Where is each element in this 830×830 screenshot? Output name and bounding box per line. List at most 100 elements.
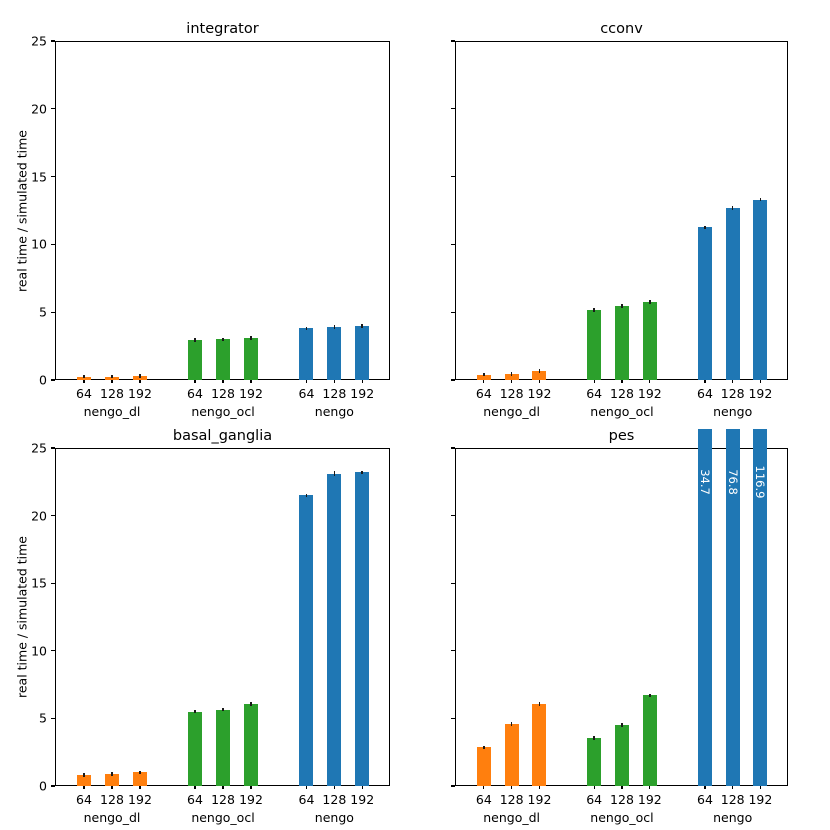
error-bar xyxy=(83,374,85,379)
x-tick-mark xyxy=(111,786,113,789)
y-tick-mark xyxy=(51,785,55,787)
x-tick-mark xyxy=(250,786,252,789)
bar-integrator-nengo-128 xyxy=(327,327,342,380)
y-tick-mark xyxy=(451,40,455,42)
x-tick-label: 192 xyxy=(128,792,152,807)
bar-cconv-nengo_ocl-192 xyxy=(642,302,657,380)
y-tick-mark xyxy=(451,515,455,517)
x-tick-label: 64 xyxy=(475,792,492,807)
error-bar xyxy=(305,326,308,331)
x-tick-mark xyxy=(704,380,706,383)
x-tick-label: 64 xyxy=(475,386,492,401)
bar-integrator-nengo_ocl-64 xyxy=(187,339,202,380)
y-tick-label: 20 xyxy=(31,508,47,524)
x-tick-label: 128 xyxy=(322,792,347,807)
bar-cconv-nengo_dl-192 xyxy=(532,371,547,380)
y-tick-mark xyxy=(51,717,55,719)
subplot-title: integrator xyxy=(186,21,259,37)
x-tick-mark xyxy=(621,786,623,789)
bar-value-label: 76.8 xyxy=(725,469,740,495)
x-tick-mark xyxy=(83,380,85,383)
y-tick-label: 5 xyxy=(39,304,47,320)
x-tick-label: 192 xyxy=(527,386,552,401)
x-tick-mark xyxy=(732,380,734,383)
x-tick-label: 64 xyxy=(187,386,203,401)
bar-cconv-nengo_dl-64 xyxy=(476,374,491,380)
error-bar xyxy=(333,325,336,329)
error-bar xyxy=(510,372,513,376)
x-tick-mark xyxy=(222,786,224,789)
error-bar xyxy=(250,336,252,340)
x-tick-label: 128 xyxy=(211,386,235,401)
x-tick-mark xyxy=(483,786,485,789)
x-tick-mark xyxy=(361,786,363,789)
y-tick-mark xyxy=(51,582,55,584)
bar-basal_ganglia-nengo_dl-192 xyxy=(132,772,147,786)
x-tick-mark xyxy=(649,786,651,789)
error-bar xyxy=(621,304,623,308)
y-tick-mark xyxy=(51,243,55,245)
error-bar xyxy=(483,372,485,377)
bar-cconv-nengo-64 xyxy=(697,227,712,380)
y-tick-label: 15 xyxy=(31,169,47,185)
error-bar xyxy=(139,770,141,775)
bar-integrator-nengo_ocl-192 xyxy=(244,337,258,380)
group-label-nengo_dl: nengo_dl xyxy=(483,810,541,825)
y-tick-mark xyxy=(51,311,55,313)
bar-cconv-nengo_dl-128 xyxy=(504,373,519,380)
error-bar xyxy=(593,308,595,312)
x-tick-mark xyxy=(538,380,541,383)
y-tick-mark xyxy=(451,447,455,449)
y-tick-mark xyxy=(51,176,55,178)
bar-basal_ganglia-nengo-192 xyxy=(355,472,370,786)
y-tick-label: 10 xyxy=(31,236,47,252)
bar-pes-nengo_dl-128 xyxy=(504,723,519,786)
y-tick-mark xyxy=(51,108,55,110)
y-tick-mark xyxy=(451,108,455,110)
x-tick-mark xyxy=(333,380,335,383)
x-tick-label: 64 xyxy=(187,792,203,807)
x-tick-label: 128 xyxy=(322,386,347,401)
error-bar xyxy=(194,709,196,714)
x-tick-label: 192 xyxy=(637,792,662,807)
x-tick-mark xyxy=(759,786,761,789)
x-tick-label: 128 xyxy=(499,792,524,807)
error-bar xyxy=(83,773,85,777)
y-tick-mark xyxy=(51,515,55,517)
error-bar xyxy=(483,745,485,750)
x-tick-mark xyxy=(139,380,141,383)
group-label-nengo_ocl: nengo_ocl xyxy=(191,810,255,825)
group-label-nengo: nengo xyxy=(314,404,354,419)
y-tick-label: 15 xyxy=(31,575,47,591)
bar-integrator-nengo-192 xyxy=(355,325,370,380)
x-tick-label: 192 xyxy=(128,386,152,401)
y-tick-mark xyxy=(51,650,55,652)
x-tick-mark xyxy=(361,380,363,383)
group-label-nengo_ocl: nengo_ocl xyxy=(590,810,654,825)
error-bar xyxy=(538,702,541,706)
y-tick-mark xyxy=(451,785,455,787)
x-tick-mark xyxy=(649,380,651,383)
y-tick-mark xyxy=(451,243,455,245)
error-bar xyxy=(510,722,513,726)
x-tick-label: 64 xyxy=(697,792,713,807)
x-tick-mark xyxy=(222,380,224,383)
x-tick-mark xyxy=(593,380,595,383)
y-tick-label: 10 xyxy=(31,643,47,659)
x-tick-label: 64 xyxy=(697,386,713,401)
x-tick-mark xyxy=(305,786,308,789)
subplot-title: pes xyxy=(608,428,635,444)
error-bar xyxy=(731,205,734,210)
x-tick-mark xyxy=(538,786,541,789)
x-tick-label: 128 xyxy=(100,792,124,807)
error-bar xyxy=(621,723,623,727)
error-bar xyxy=(250,702,252,706)
bar-cconv-nengo_ocl-64 xyxy=(587,310,602,380)
x-tick-mark xyxy=(759,380,761,383)
error-bar xyxy=(538,369,541,373)
x-tick-mark xyxy=(621,380,623,383)
y-tick-mark xyxy=(51,447,55,449)
bar-cconv-nengo-128 xyxy=(725,207,740,380)
y-tick-mark xyxy=(451,582,455,584)
